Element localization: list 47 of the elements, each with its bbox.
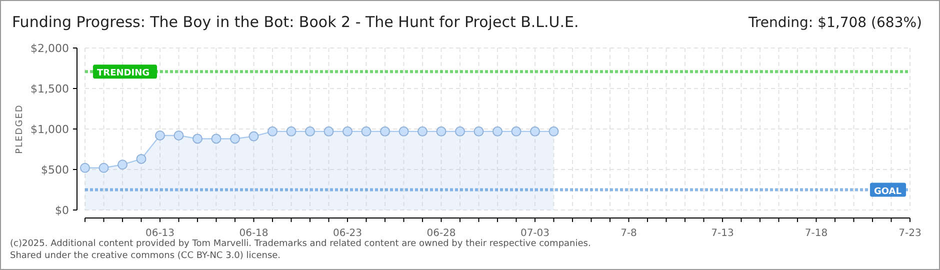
y-tick-label: $1,500 (30, 82, 69, 96)
point (98, 162, 109, 173)
y-tick-label: $0 (55, 204, 69, 217)
y-tick-label: $1,000 (30, 123, 69, 136)
point (192, 134, 202, 144)
text: Shared under the creative commons (CC BY-NC 3.0) license. (10, 251, 281, 261)
x-tick-label: 06-28 (426, 228, 456, 239)
point (268, 126, 278, 136)
ref-line-label: GOAL (874, 186, 902, 197)
chart-subtitle: Trending: $1,708 (683%) (747, 15, 922, 31)
point (530, 126, 540, 136)
point (230, 134, 240, 144)
point (248, 131, 259, 142)
point (80, 162, 90, 173)
y-tick-label: $2,000 (30, 42, 69, 55)
point (324, 126, 334, 136)
x-tick-label: 7-18 (804, 228, 828, 239)
point (305, 126, 315, 136)
point (211, 134, 222, 144)
point (455, 126, 465, 136)
x-tick-label: 7-13 (711, 228, 734, 239)
x-tick-label: 7-8 (620, 228, 637, 239)
ref-line-label: TRENDING (97, 68, 150, 79)
point (361, 126, 372, 136)
point (511, 126, 522, 136)
point (548, 126, 559, 136)
x-tick-label: 06-18 (239, 228, 268, 239)
point (474, 126, 484, 136)
point (418, 126, 428, 136)
point (174, 130, 184, 140)
x-tick-label: 7-23 (898, 228, 922, 239)
x-tick-label: 06-23 (332, 228, 362, 239)
point (342, 126, 352, 136)
text: (c)2025. Additional content provided by Tom Marvelli. Trademarks and related content are owned by their respective companies. (10, 239, 591, 249)
point (118, 160, 128, 170)
point (286, 126, 296, 136)
y-axis-title: PLEDGED (15, 104, 25, 154)
x-tick-label: 07-03 (520, 228, 550, 239)
point (380, 126, 390, 136)
x-tick-label: 06-13 (145, 228, 175, 239)
point (492, 126, 502, 136)
chart-title: Funding Progress: The Boy in the Bot: Book 2 - The Hunt for Project B.L.U.E. (12, 13, 579, 31)
point (136, 154, 146, 164)
point (398, 126, 409, 136)
point (155, 130, 165, 140)
y-tick-label: $500 (41, 164, 69, 176)
point (436, 126, 446, 136)
